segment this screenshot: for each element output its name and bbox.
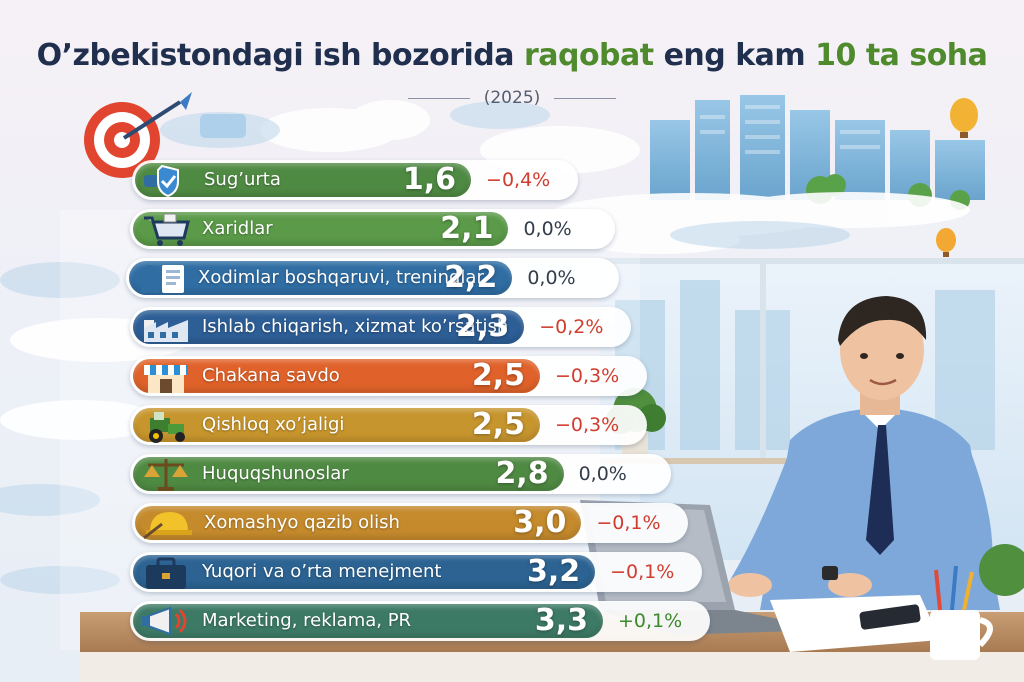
category-label: Huquqshunoslar [202,463,349,484]
bar [129,261,513,295]
category-label: Qishloq xo’jaligi [202,414,345,435]
chart-row: Xaridlar 2,1 0,0% [130,209,616,249]
shield-check-icon [142,161,194,199]
change-label: −0,3% [554,365,620,387]
bar [133,604,603,638]
chart-row: Yuqori va o’rta menejment 3,2 −0,1% [130,552,703,592]
megaphone-icon [140,602,192,640]
bar [133,408,540,442]
change-label: −0,1% [610,561,675,583]
category-label: Xaridlar [202,218,273,239]
value-label: 2,5 [471,358,525,393]
chart-row: Sug’urta 1,6 −0,4% [132,160,579,200]
category-label: Sug’urta [204,169,281,190]
value-label: 2,8 [495,456,549,491]
bar [133,359,540,393]
chart-row: Ishlab chiqarish, xizmat ko’rsatish 2,3 −0… [130,307,632,347]
chart-row: Qishloq xo’jaligi 2,5 −0,3% [130,405,647,445]
category-label: Yuqori va o’rta menejment [202,561,442,582]
shop-icon [140,357,192,395]
title-part-3: eng kam [663,38,806,73]
change-label: 0,0% [578,463,627,485]
bar [135,163,472,197]
bar [133,212,509,246]
factory-icon [140,308,192,346]
hot-air-balloon-icon [950,98,978,138]
title-part-2: raqobat [523,38,654,73]
change-label: +0,1% [618,610,683,632]
chart-row: Huquqshunoslar 2,8 0,0% [130,454,671,494]
title-part-5: ta soha [865,38,988,73]
category-label: Ishlab chiqarish, xizmat ko’rsatish [202,316,509,337]
value-label: 2,2 [444,260,498,295]
bar [133,457,564,491]
change-label: −0,1% [596,512,661,534]
value-label: 3,3 [534,603,588,638]
subtitle-year: (2025) [483,88,541,108]
scales-icon [140,455,192,493]
change-label: 0,0% [527,267,576,289]
page-title: O’zbekistondagi ish bozorida raqobat eng… [0,38,1024,73]
chart-row: Xodimlar boshqaruvi, treninglar 2,2 0,0% [126,258,620,298]
subtitle-divider-left [407,97,470,99]
subtitle: (2025) [0,88,1024,108]
subtitle-divider-right [554,97,617,99]
value-label: 2,5 [471,407,525,442]
bar [133,310,525,344]
shopping-cart-icon [140,210,192,248]
change-label: −0,3% [554,414,620,436]
tractor-icon [140,406,192,444]
chart-row: Chakana savdo 2,5 −0,3% [130,356,647,396]
value-label: 3,2 [526,554,581,589]
change-label: −0,2% [539,316,604,338]
change-label: −0,4% [486,169,551,191]
bar [135,506,582,540]
category-label: Marketing, reklama, PR [202,610,412,631]
category-label: Xodimlar boshqaruvi, treninglar [198,267,484,288]
category-label: Chakana savdo [202,365,340,386]
hot-air-balloon-icon [936,228,956,257]
change-label: 0,0% [523,218,572,240]
value-label: 2,3 [456,309,510,344]
title-part-1: O’zbekistondagi ish bozorida [36,38,515,73]
title-part-4: 10 [815,38,856,73]
value-label: 3,0 [513,505,567,540]
mug-icon [930,565,993,660]
bar [133,555,596,589]
hr-person-icon [136,259,188,297]
chart-row: Marketing, reklama, PR 3,3 +0,1% [130,601,710,641]
briefcase-icon [140,553,192,591]
value-label: 1,6 [402,162,457,197]
category-label: Xomashyo qazib olish [204,512,400,533]
chart-row: Xomashyo qazib olish 3,0 −0,1% [132,503,689,543]
mining-helmet-icon [142,504,194,542]
value-label: 2,1 [440,211,494,246]
target-icon [84,92,192,178]
